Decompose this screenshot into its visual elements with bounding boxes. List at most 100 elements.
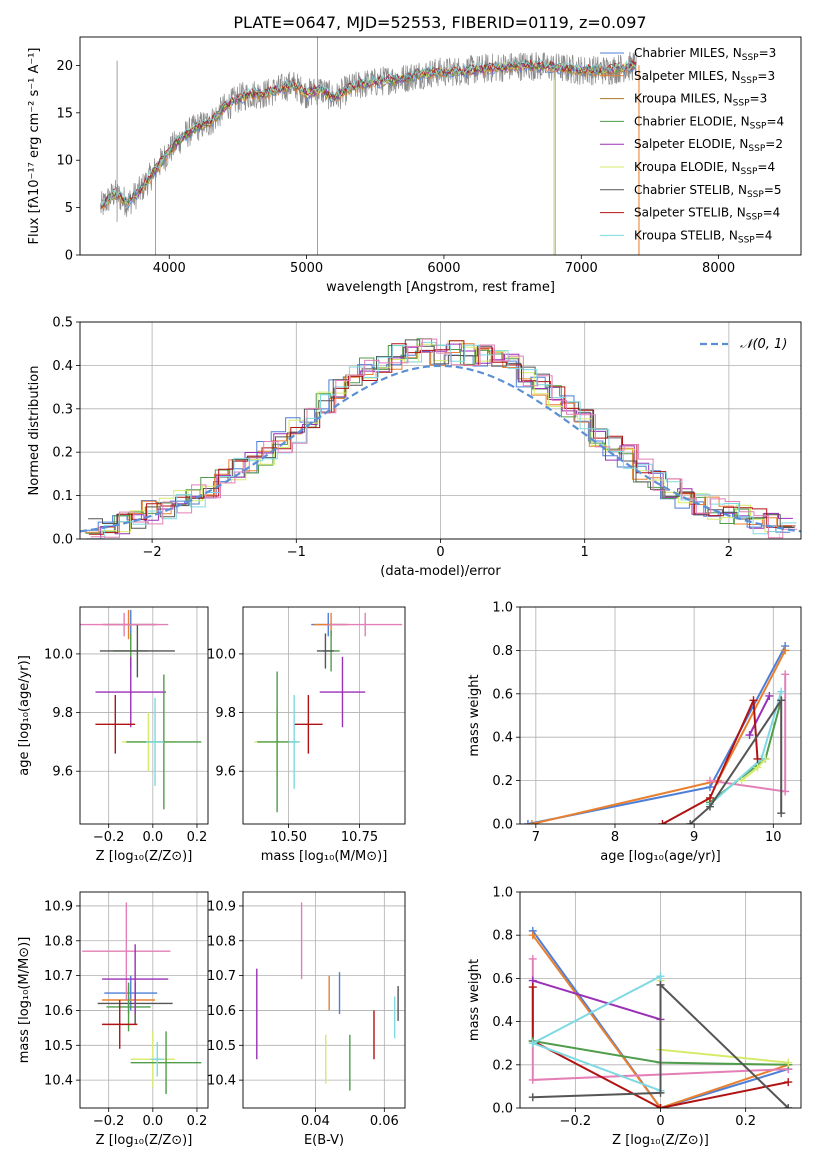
x-axis-label: wavelength [Angstrom, rest frame] bbox=[326, 280, 555, 295]
y-tick-label: 10.6 bbox=[44, 1004, 73, 1019]
x-tick-label: −0.2 bbox=[560, 1114, 592, 1129]
plot-area bbox=[254, 612, 403, 813]
legend-tail: =2 bbox=[765, 137, 783, 151]
legend-tail: =4 bbox=[755, 228, 773, 242]
x-axis-label: (data-model)/error bbox=[380, 564, 501, 579]
legend-tail: =4 bbox=[763, 206, 781, 220]
weight-marker bbox=[528, 1039, 537, 1048]
legend-sub: SSP bbox=[748, 144, 765, 154]
axes-frame bbox=[79, 606, 209, 825]
weight-marker bbox=[753, 763, 762, 772]
x-axis-label: Z [log₁₀(Z/Z⊙)] bbox=[612, 1133, 709, 1148]
weight-marker bbox=[781, 787, 790, 796]
y-tick-label: 0.6 bbox=[492, 687, 513, 702]
y-axis-label: Normed distribution bbox=[27, 366, 42, 496]
legend-tail: =3 bbox=[759, 46, 777, 60]
x-tick-label: −2 bbox=[143, 545, 162, 560]
x-tick-label: 7 bbox=[532, 830, 540, 845]
spectrum-model-line bbox=[100, 59, 637, 207]
legend-name: Kroupa MILES, N bbox=[634, 92, 733, 106]
mass_weight_vs_Z-panel: −0.2 0 0.2 0.0 0.2 0.4 0.6 0.8 1.0 Z [log₁₀(Z/Z⊙)… bbox=[467, 886, 802, 1148]
histogram-step bbox=[90, 338, 798, 539]
age_vs_Z-panel: −0.2 0.0 0.2 9.6 9.8 10.0 Z [log₁₀(Z/Z⊙)] age [… bbox=[17, 606, 209, 864]
y-tick-label: 0.5 bbox=[52, 316, 73, 331]
weight-marker bbox=[784, 1104, 793, 1108]
y-axis-label: mass weight bbox=[467, 959, 482, 1041]
weight-marker bbox=[705, 793, 714, 802]
y-tick-label: 0.2 bbox=[52, 446, 73, 461]
y-axis-label: age [log₁₀(age/yr)] bbox=[17, 655, 32, 776]
y-tick-label: 10.8 bbox=[44, 934, 73, 949]
mass_vs_ebv-panel: 0.04 0.06 10.4 10.5 10.6 10.7 10.8 10.9 E(B-V) bbox=[207, 891, 406, 1148]
age_vs_mass-panel: 10.50 10.75 9.6 9.8 10.0 mass [log₁₀(M/M⊙)] bbox=[207, 606, 406, 864]
y-axis-label: mass [log₁₀(M/M⊙)] bbox=[17, 937, 32, 1064]
y-tick-label: 10.9 bbox=[44, 899, 73, 914]
y-tick-label: 0.4 bbox=[52, 359, 73, 374]
x-tick-label: 8000 bbox=[702, 261, 735, 276]
y-tick-label: 0.8 bbox=[492, 644, 513, 659]
y-tick-label: 10.0 bbox=[207, 647, 236, 662]
y-tick-label: 10 bbox=[56, 154, 73, 169]
y-tick-label: 20 bbox=[56, 59, 73, 74]
legend-name: Salpeter STELIB, N bbox=[634, 206, 746, 220]
figure-title: PLATE=0647, MJD=52553, FIBERID=0119, z=0… bbox=[233, 13, 646, 32]
weight-line bbox=[531, 987, 789, 1108]
y-tick-label: 0.6 bbox=[492, 972, 513, 987]
axes-frame bbox=[519, 606, 802, 825]
x-tick-label: −0.2 bbox=[93, 1114, 125, 1129]
weight-marker bbox=[523, 820, 532, 824]
x-axis-label: age [log₁₀(age/yr)] bbox=[600, 849, 721, 864]
legend-name: Chabrier MILES, N bbox=[634, 46, 742, 60]
weight-marker bbox=[686, 820, 695, 824]
weight-line bbox=[531, 930, 789, 1108]
x-tick-label: 2 bbox=[725, 545, 733, 560]
weight-marker bbox=[749, 696, 758, 705]
spectrum-panel: 4000 5000 6000 7000 8000 0 5 10 15 20 wavelength [… bbox=[27, 36, 802, 295]
legend-entry: 𝒩(0, 1) bbox=[740, 337, 787, 352]
y-tick-label: 0.8 bbox=[492, 929, 513, 944]
x-tick-label: −0.2 bbox=[93, 830, 125, 845]
y-tick-label: 0.2 bbox=[492, 1058, 513, 1073]
weight-marker bbox=[528, 931, 537, 940]
axes-frame bbox=[242, 606, 406, 825]
y-tick-label: 9.8 bbox=[52, 706, 73, 721]
legend-entry: Chabrier MILES, NSSP=3 bbox=[634, 46, 776, 63]
weight-marker bbox=[784, 1058, 793, 1067]
plot-area bbox=[80, 338, 801, 539]
legend-name: Kroupa STELIB, N bbox=[634, 228, 738, 242]
y-tick-label: 0.0 bbox=[52, 533, 73, 548]
weight-marker bbox=[528, 954, 537, 963]
weight-marker bbox=[656, 972, 665, 981]
legend-entry: Kroupa MILES, NSSP=3 bbox=[634, 92, 767, 109]
y-tick-label: 9.6 bbox=[215, 765, 236, 780]
weight-marker bbox=[737, 776, 746, 785]
plot-area bbox=[256, 902, 399, 1091]
y-tick-label: 0.3 bbox=[52, 402, 73, 417]
y-tick-label: 0.0 bbox=[492, 818, 513, 833]
weight-marker bbox=[527, 820, 536, 824]
weight-line bbox=[709, 691, 783, 806]
y-axis-label: mass weight bbox=[467, 674, 482, 756]
weight-marker bbox=[781, 670, 790, 679]
x-tick-label: 4000 bbox=[153, 261, 186, 276]
axes-frame bbox=[79, 891, 209, 1109]
y-tick-label: 10.9 bbox=[207, 899, 236, 914]
x-tick-label: 0.2 bbox=[735, 1114, 756, 1129]
legend-sub: SSP bbox=[733, 99, 750, 109]
plot-area bbox=[100, 37, 640, 255]
residuals-panel: −2 −1 0 1 2 0.0 0.1 0.2 0.3 0.4 0.5 (data-model)/er… bbox=[27, 316, 802, 579]
weight-line bbox=[662, 699, 759, 824]
legend-sub: SSP bbox=[750, 121, 767, 131]
weight-marker bbox=[777, 809, 786, 818]
weight-marker bbox=[528, 1075, 537, 1084]
mass_vs_Z-panel: −0.2 0.0 0.2 10.4 10.5 10.6 10.7 10.8 10.9 Z [log… bbox=[17, 891, 209, 1148]
y-tick-label: 5 bbox=[65, 201, 73, 216]
x-tick-label: 5000 bbox=[290, 261, 323, 276]
legend-entry: Chabrier STELIB, NSSP=5 bbox=[634, 183, 782, 200]
y-tick-label: 10.4 bbox=[44, 1074, 73, 1089]
y-tick-label: 15 bbox=[56, 106, 73, 121]
weight-marker bbox=[656, 1088, 665, 1097]
y-tick-label: 1.0 bbox=[492, 601, 513, 616]
plot-area bbox=[523, 642, 790, 824]
x-tick-label: 0.06 bbox=[370, 1114, 399, 1129]
